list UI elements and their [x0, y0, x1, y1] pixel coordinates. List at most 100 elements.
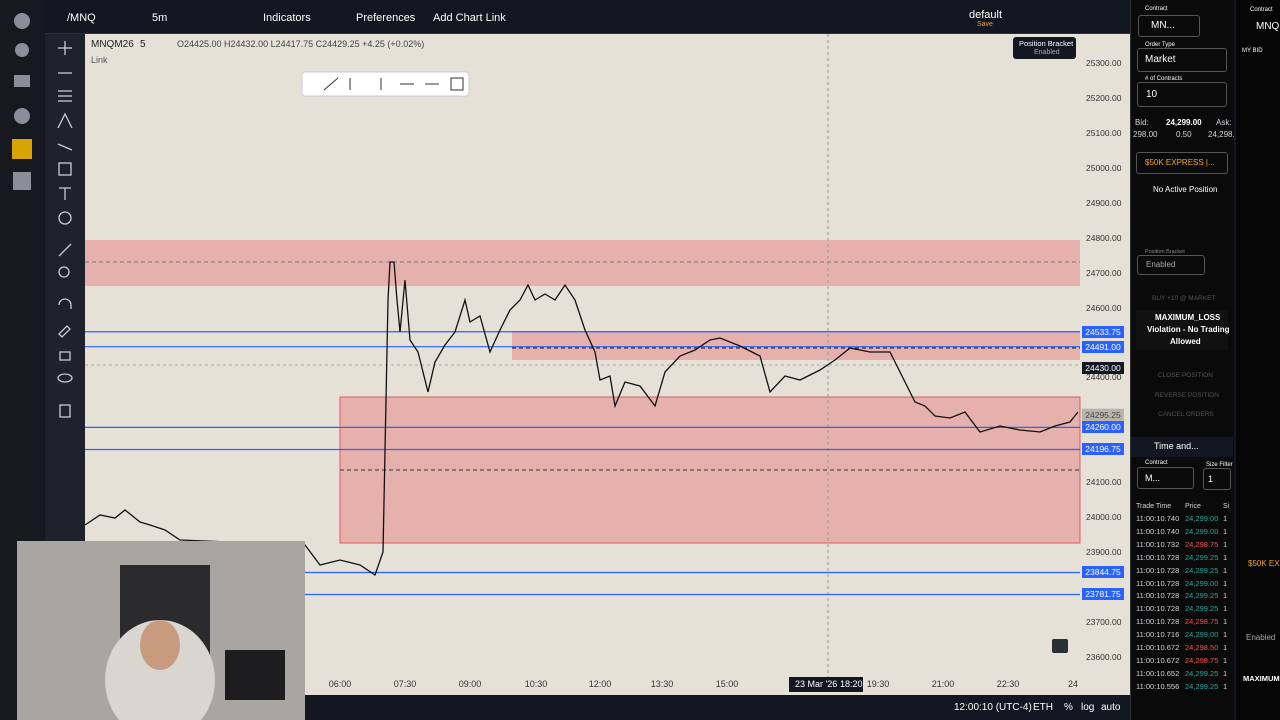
cancel-button[interactable]: CANCEL ORDERS — [1158, 411, 1214, 418]
auto-toggle[interactable]: auto — [1101, 702, 1121, 713]
symbol[interactable]: /MNQ — [67, 12, 96, 24]
webcam-chair — [225, 650, 285, 700]
ts-price: 24,299.25 — [1185, 565, 1219, 575]
log-toggle[interactable]: log — [1081, 702, 1095, 713]
time-axis-label: 07:30 — [393, 679, 417, 689]
label: # of Contracts — [1145, 76, 1183, 82]
ts-price: 24,299.25 — [1185, 604, 1219, 614]
crosshair-date: 23 Mar '26 — [795, 679, 838, 689]
ts-size: 1 — [1223, 655, 1228, 665]
ts-price: 24,299.25 — [1185, 668, 1219, 678]
time-axis-label: 06:00 — [328, 679, 352, 689]
ts-size: 1 — [1223, 630, 1228, 640]
violation-box — [1136, 310, 1228, 350]
side-violation: MAXIMUM — [1243, 674, 1280, 683]
ts-time: 11:00:10.728 — [1136, 604, 1180, 614]
contract: MN... — [1151, 20, 1175, 31]
ts-price: 24,299.00 — [1185, 578, 1219, 588]
ts-size: 1 — [1223, 643, 1228, 652]
label: Order Type — [1145, 42, 1175, 48]
contract-select[interactable] — [1138, 15, 1200, 37]
order-type: Market — [1145, 54, 1176, 65]
account-select[interactable] — [1136, 152, 1228, 174]
contracts-input[interactable] — [1137, 82, 1227, 107]
ts-price: 24,299.25 — [1185, 552, 1219, 562]
side-panel — [1236, 0, 1280, 720]
ts-size: 1 — [1223, 514, 1228, 523]
top-bar — [0, 0, 1130, 34]
time-axis-label: 22:30 — [996, 679, 1020, 689]
ts-price: 24,299.25 — [1185, 591, 1219, 601]
ts-contract[interactable] — [1137, 467, 1194, 489]
reverse-button[interactable]: REVERSE POSITION — [1155, 392, 1219, 399]
price-tag: 24491.00 — [1082, 340, 1124, 353]
label: Ask: — [1216, 118, 1232, 127]
crosshair-date-box — [789, 677, 863, 692]
time-axis-label: 09:00 — [458, 679, 482, 689]
ts-price: 24,299.00 — [1185, 526, 1219, 536]
label: Position Bracket — [1145, 249, 1185, 255]
chart-symbol: MNQM26 — [91, 39, 134, 50]
chart-link-button[interactable]: Add Chart Link — [433, 12, 506, 24]
zone — [85, 240, 1080, 286]
layout-name[interactable]: default — [969, 9, 1003, 21]
ts-col-header: Si — [1223, 503, 1230, 510]
price-axis-label: 24900.00 — [1086, 197, 1122, 208]
side-my-bid: MY BID — [1242, 48, 1263, 54]
ts-price: 24,299.25 — [1185, 681, 1219, 691]
ts-time: 11:00:10.728 — [1136, 552, 1180, 562]
clock: 12:00:10 (UTC-4) — [954, 702, 1032, 713]
ts-size: 1 — [1223, 668, 1228, 678]
tooltip-line: Enabled — [1034, 49, 1060, 56]
ts-col-header: Trade Time — [1136, 503, 1172, 510]
side-contract: MNQ — [1256, 21, 1280, 32]
indicators-button[interactable]: Indicators — [263, 12, 311, 24]
side-bracket: Enabled — [1246, 633, 1276, 642]
ts-size-filter[interactable] — [1203, 468, 1231, 490]
close-button[interactable]: CLOSE POSITION — [1158, 372, 1213, 379]
buy-button[interactable]: BUY +10 @ MARKET — [1152, 295, 1216, 302]
ts-size: 1 — [1223, 681, 1228, 691]
nav-button[interactable] — [1052, 639, 1068, 653]
price-axis-label: 23600.00 — [1086, 652, 1122, 662]
ohlc: O24425.00 H24432.00 L24417.75 C24429.25 … — [177, 39, 425, 49]
ts-size: 1 — [1223, 526, 1228, 536]
ts-price: 24,299.00 — [1185, 514, 1219, 523]
price-axis-label: 24700.00 — [1086, 267, 1122, 278]
link-label[interactable]: Link — [91, 55, 108, 65]
price-line — [84, 261, 1079, 577]
percent-toggle[interactable]: % — [1064, 702, 1073, 713]
ts-price: 24,298.75 — [1185, 617, 1219, 627]
chart-interval: 5 — [140, 39, 146, 50]
price-axis-label: 24400.00 — [1086, 372, 1122, 383]
order-type-select[interactable] — [1137, 48, 1227, 72]
session[interactable]: ETH — [1033, 702, 1053, 713]
ts-time: 11:00:10.728 — [1136, 565, 1180, 575]
label: Contract — [1145, 460, 1168, 466]
ts-size: 1 — [1223, 604, 1228, 614]
ts-time: 11:00:10.728 — [1136, 591, 1180, 601]
price-axis-label: 24100.00 — [1086, 477, 1122, 488]
ts-price: 24,298.75 — [1185, 655, 1219, 665]
ts-size: 1 — [1223, 591, 1228, 601]
ts-time: 11:00:10.672 — [1136, 655, 1180, 665]
ts-time: 11:00:10.728 — [1136, 578, 1180, 588]
label: Bid: — [1135, 118, 1149, 127]
account: $50K EXPRESS |... — [1145, 158, 1215, 167]
bracket: Enabled — [1146, 260, 1176, 269]
ts-time: 11:00:10.652 — [1136, 668, 1180, 678]
interval[interactable]: 5m — [152, 12, 168, 24]
price-axis-label: 25100.00 — [1086, 127, 1122, 138]
preferences-button[interactable]: Preferences — [356, 12, 416, 24]
layout-status: Save — [977, 21, 993, 28]
violation: Violation - No Trading — [1147, 325, 1230, 334]
price-tag: 23781.75 — [1082, 588, 1124, 601]
bracket-select[interactable] — [1137, 255, 1205, 275]
ts-time: 11:00:10.740 — [1136, 526, 1180, 536]
time-axis-label: 24 — [1067, 679, 1078, 689]
price-tag: 24430.00 — [1082, 361, 1124, 374]
ts-col-header: Price — [1185, 503, 1201, 510]
ask: 24,298. — [1208, 130, 1235, 139]
ts-price: 24,299.00 — [1185, 630, 1219, 640]
tooltip-line: Position Bracket — [1019, 39, 1074, 48]
